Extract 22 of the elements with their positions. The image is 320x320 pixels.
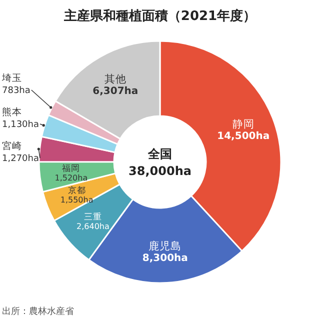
- data-label: 1,130ha: [2, 120, 39, 130]
- data-label: 6,307ha: [92, 86, 138, 97]
- data-label: 1,520ha: [54, 174, 88, 183]
- data-label: 783ha: [2, 86, 30, 96]
- slice-label: 三重: [84, 211, 102, 222]
- slice-label: 京都: [68, 185, 86, 196]
- slice-label: 埼玉: [1, 72, 22, 84]
- text: 全国: [147, 147, 172, 161]
- slice-label: 其他: [104, 72, 126, 86]
- slice-label: 静岡: [232, 118, 254, 130]
- slice-label: 宮崎: [2, 140, 22, 152]
- data-label: 2,640ha: [76, 222, 110, 231]
- text: 38,000ha: [128, 164, 192, 178]
- data-label: 14,500ha: [217, 130, 270, 142]
- slice-label: 鹿児島: [148, 239, 182, 252]
- slice-label: 熊本: [2, 106, 22, 118]
- data-label: 1,270ha: [2, 154, 39, 164]
- slice-label: 福岡: [62, 163, 80, 174]
- data-label: 8,300ha: [142, 252, 188, 264]
- text: 出所：農林水産省: [2, 306, 74, 317]
- chart-title: 主産県和種植面積（2021年度）: [62, 8, 256, 24]
- data-label: 1,550ha: [60, 196, 94, 205]
